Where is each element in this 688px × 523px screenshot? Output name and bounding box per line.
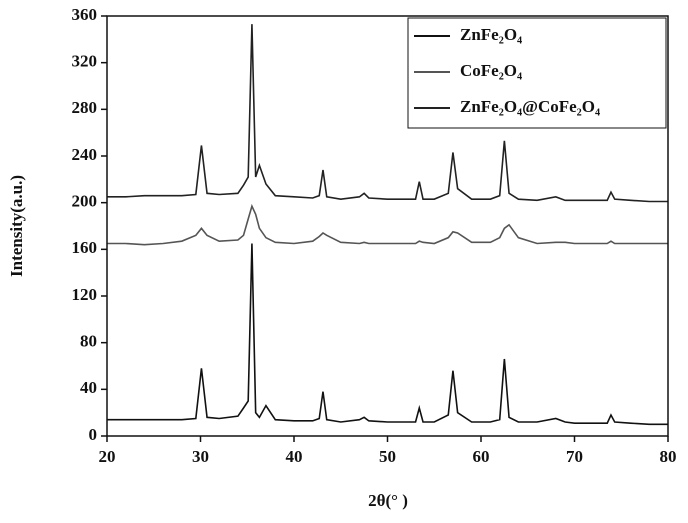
legend-label: CoFe₂O₄: [460, 61, 522, 80]
y-tick-label: 160: [72, 238, 98, 257]
x-tick-label: 20: [99, 447, 116, 466]
x-tick-label: 40: [286, 447, 303, 466]
x-tick-label: 50: [379, 447, 396, 466]
y-tick-label: 360: [72, 5, 98, 24]
y-tick-label: 280: [72, 98, 98, 117]
y-tick-label: 0: [89, 425, 98, 444]
x-axis-label: 2θ(° ): [368, 491, 408, 510]
y-tick-label: 40: [80, 378, 97, 397]
y-tick-label: 320: [72, 52, 98, 71]
legend-label: ZnFe₂O₄@CoFe₂O₄: [460, 97, 600, 116]
legend-label: ZnFe₂O₄: [460, 25, 522, 44]
y-tick-label: 80: [80, 332, 97, 351]
x-tick-label: 70: [566, 447, 583, 466]
series-line: [107, 244, 668, 425]
y-tick-label: 120: [72, 285, 98, 304]
y-axis-label: Intensity(a.u.): [7, 175, 26, 277]
x-tick-label: 30: [192, 447, 209, 466]
series-line: [107, 206, 668, 245]
y-tick-label: 240: [72, 145, 98, 164]
x-tick-label: 60: [473, 447, 490, 466]
chart: 2θ(° ) Intensity(a.u.) 20 30 40 50 60 70 80 0 40…: [0, 0, 688, 523]
x-tick-label: 80: [660, 447, 677, 466]
y-tick-label: 200: [72, 192, 98, 211]
